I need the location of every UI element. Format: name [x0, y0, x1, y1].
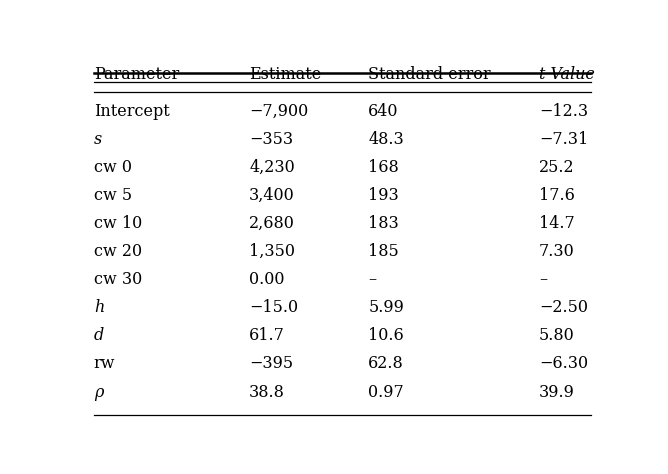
Text: 183: 183 [368, 215, 399, 232]
Text: 1,350: 1,350 [249, 243, 295, 260]
Text: −12.3: −12.3 [539, 102, 589, 119]
Text: −395: −395 [249, 356, 293, 373]
Text: h: h [94, 299, 104, 316]
Text: −353: −353 [249, 131, 293, 147]
Text: 61.7: 61.7 [249, 328, 285, 344]
Text: 39.9: 39.9 [539, 383, 575, 401]
Text: –: – [368, 271, 376, 288]
Text: Intercept: Intercept [94, 102, 170, 119]
Text: 0.00: 0.00 [249, 271, 285, 288]
Text: 4,230: 4,230 [249, 159, 295, 176]
Text: 2,680: 2,680 [249, 215, 295, 232]
Text: s: s [94, 131, 102, 147]
Text: −6.30: −6.30 [539, 356, 589, 373]
Text: 10.6: 10.6 [368, 328, 404, 344]
Text: –: – [539, 271, 547, 288]
Text: Standard error: Standard error [368, 66, 491, 83]
Text: 7.30: 7.30 [539, 243, 575, 260]
Text: −7,900: −7,900 [249, 102, 309, 119]
Text: 5.80: 5.80 [539, 328, 575, 344]
Text: rw: rw [94, 356, 116, 373]
Text: −15.0: −15.0 [249, 299, 299, 316]
Text: 14.7: 14.7 [539, 215, 575, 232]
Text: cw 5: cw 5 [94, 187, 132, 204]
Text: 48.3: 48.3 [368, 131, 404, 147]
Text: cw 0: cw 0 [94, 159, 132, 176]
Text: ρ: ρ [94, 383, 104, 401]
Text: cw 30: cw 30 [94, 271, 142, 288]
Text: 640: 640 [368, 102, 399, 119]
Text: cw 20: cw 20 [94, 243, 142, 260]
Text: 185: 185 [368, 243, 399, 260]
Text: Estimate: Estimate [249, 66, 321, 83]
Text: t Value: t Value [539, 66, 595, 83]
Text: d: d [94, 328, 104, 344]
Text: 193: 193 [368, 187, 399, 204]
Text: 0.97: 0.97 [368, 383, 404, 401]
Text: cw 10: cw 10 [94, 215, 142, 232]
Text: 3,400: 3,400 [249, 187, 295, 204]
Text: 5.99: 5.99 [368, 299, 404, 316]
Text: 62.8: 62.8 [368, 356, 404, 373]
Text: −2.50: −2.50 [539, 299, 588, 316]
Text: −7.31: −7.31 [539, 131, 589, 147]
Text: 17.6: 17.6 [539, 187, 575, 204]
Text: Parameter: Parameter [94, 66, 179, 83]
Text: 168: 168 [368, 159, 399, 176]
Text: 38.8: 38.8 [249, 383, 285, 401]
Text: 25.2: 25.2 [539, 159, 574, 176]
